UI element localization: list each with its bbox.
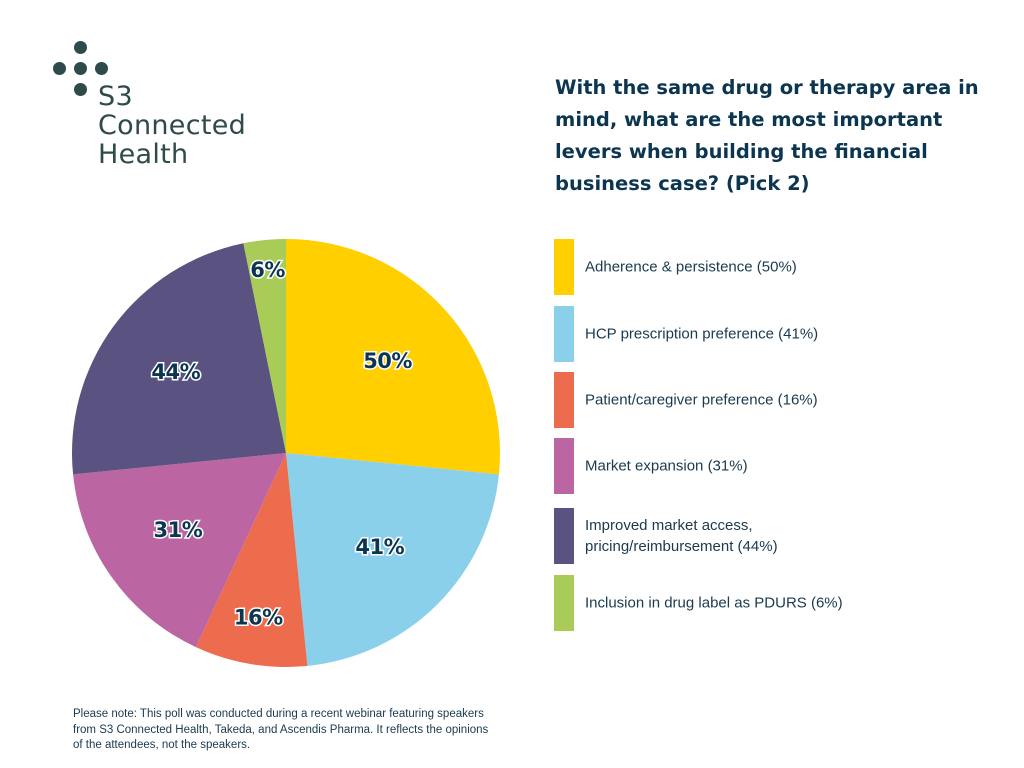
pie-slice: [286, 239, 500, 475]
slice-data-label: 6%: [250, 258, 285, 282]
slice-data-label: 31%: [154, 518, 203, 542]
disclaimer-note: Please note: This poll was conducted dur…: [73, 708, 489, 751]
pie-slice: [73, 453, 287, 648]
legend-label: Improved market access, pricing/reimburs…: [585, 517, 778, 555]
slice-data-label: 41%: [355, 535, 404, 559]
legend-item: Improved market access, pricing/reimburs…: [554, 508, 994, 564]
legend-swatch: [554, 372, 574, 428]
legend-swatch: [554, 575, 574, 631]
legend-swatch: [554, 508, 574, 564]
legend-item: Adherence & persistence (50%): [554, 239, 994, 295]
legend-swatch: [554, 306, 574, 362]
legend-label: Patient/caregiver preference (16%): [585, 391, 818, 409]
slice-data-label: 16%: [234, 606, 283, 630]
logo-line: S3: [98, 81, 133, 112]
legend-swatch: [554, 438, 574, 494]
legend-item: Inclusion in drug label as PDURS (6%): [554, 575, 994, 631]
pie-slice: [286, 453, 499, 666]
legend-label: HCP prescription preference (41%): [585, 325, 819, 343]
logo-dot: [95, 62, 108, 75]
logo-dot: [74, 41, 87, 54]
legend-label: Market expansion (31%): [585, 457, 748, 475]
s3-logo: [52, 40, 292, 180]
legend-item: Patient/caregiver preference (16%): [554, 372, 994, 428]
pie-slice: [195, 453, 308, 667]
slice-data-label: 44%: [151, 360, 200, 384]
logo-line: Health: [98, 139, 189, 170]
slice-data-label: 50%: [363, 349, 412, 373]
logo-wordmark: S3 Connected Health: [98, 82, 246, 169]
chart-title: With the same drug or therapy area in mi…: [555, 76, 979, 195]
logo-dot: [53, 62, 66, 75]
logo-line: Connected: [98, 110, 247, 141]
legend-item: Market expansion (31%): [554, 438, 994, 494]
legend-label: Inclusion in drug label as PDURS (6%): [585, 594, 843, 612]
logo-dot: [74, 83, 87, 96]
legend-swatch: [554, 239, 574, 295]
pie-slice: [243, 239, 286, 453]
legend-item: HCP prescription preference (41%): [554, 306, 994, 362]
logo-dot: [74, 62, 87, 75]
legend-label: Adherence & persistence (50%): [585, 258, 797, 276]
pie-slice: [71, 243, 286, 475]
